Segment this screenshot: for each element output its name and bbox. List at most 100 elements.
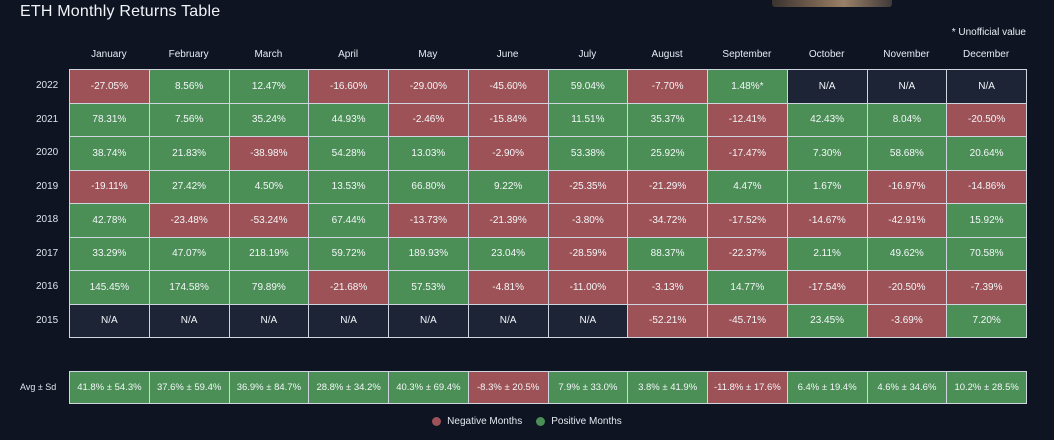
summary-cell: 37.6% ± 59.4%	[149, 372, 230, 404]
return-cell: -27.05%	[70, 70, 150, 104]
return-cell: -7.70%	[628, 70, 708, 104]
return-cell: -14.86%	[947, 170, 1027, 204]
return-cell: -42.91%	[867, 204, 948, 238]
return-cell: N/A	[468, 304, 549, 338]
video-thumbnail	[772, 0, 892, 7]
return-cell: -20.50%	[867, 271, 948, 305]
return-cell: 42.43%	[787, 103, 868, 137]
month-header: June	[496, 49, 519, 60]
return-cell: -3.13%	[628, 271, 708, 305]
return-cell: -23.48%	[149, 204, 230, 238]
return-cell: -20.50%	[947, 103, 1027, 137]
return-cell: 66.80%	[389, 170, 469, 204]
month-header: November	[883, 49, 930, 60]
return-cell: 13.53%	[309, 170, 389, 204]
return-cell: -3.69%	[867, 304, 948, 338]
year-label: 2015	[36, 314, 59, 326]
return-cell: -28.59%	[548, 237, 629, 271]
return-cell: -21.39%	[468, 204, 549, 238]
summary-cell: -8.3% ± 20.5%	[468, 372, 549, 404]
returns-grid: -27.05% 8.56% 12.47% -16.60% -29.00% -45.60% 5…	[69, 69, 1027, 338]
month-header: October	[808, 49, 845, 60]
return-cell: 218.19%	[229, 237, 310, 271]
month-header: August	[651, 49, 683, 60]
summary-cell: 40.3% ± 69.4%	[389, 372, 469, 404]
return-cell: 67.44%	[309, 204, 389, 238]
month-header: March	[254, 49, 283, 60]
legend-item-positive: Positive Months	[536, 416, 622, 427]
return-cell: 23.04%	[468, 237, 549, 271]
summary-cell: 4.6% ± 34.6%	[867, 372, 948, 404]
return-cell: 58.68%	[867, 137, 948, 171]
return-cell: -38.98%	[229, 137, 310, 171]
month-header: February	[168, 49, 209, 60]
year-label: 2021	[36, 113, 59, 125]
return-cell: 7.56%	[149, 103, 230, 137]
return-cell: 44.93%	[309, 103, 389, 137]
return-cell: 25.92%	[628, 137, 708, 171]
summary-cell: 3.8% ± 41.9%	[628, 372, 708, 404]
summary-cell: 10.2% ± 28.5%	[947, 372, 1027, 404]
return-cell: 70.58%	[947, 237, 1027, 271]
return-cell: N/A	[309, 304, 389, 338]
negative-swatch-icon	[432, 417, 442, 426]
return-cell: -17.54%	[787, 271, 868, 305]
return-cell: 9.22%	[468, 170, 549, 204]
return-cell: -15.84%	[468, 103, 549, 137]
return-cell: 42.78%	[70, 204, 150, 238]
return-cell: -21.68%	[309, 271, 389, 305]
return-cell: 145.45%	[70, 271, 150, 305]
return-cell: 53.38%	[548, 137, 629, 171]
month-header: September	[722, 49, 772, 60]
return-cell: 174.58%	[149, 271, 230, 305]
return-cell: 189.93%	[389, 237, 469, 271]
return-cell: 7.20%	[947, 304, 1027, 338]
return-cell: N/A	[947, 70, 1027, 104]
return-cell: N/A	[229, 304, 310, 338]
return-cell: 1.67%	[787, 170, 868, 204]
return-cell: 20.64%	[947, 137, 1027, 171]
return-cell: 54.28%	[309, 137, 389, 171]
return-cell: 38.74%	[70, 137, 150, 171]
summary-cell: 41.8% ± 54.3%	[70, 372, 150, 404]
return-cell: 8.04%	[867, 103, 948, 137]
month-header: April	[338, 49, 359, 60]
legend-item-negative: Negative Months	[432, 416, 522, 427]
return-cell: 57.53%	[389, 271, 469, 305]
return-cell: 4.50%	[229, 170, 310, 204]
return-cell: 12.47%	[229, 70, 310, 104]
summary-row: 41.8% ± 54.3% 37.6% ± 59.4% 36.9% ± 84.7% 2…	[69, 371, 1027, 404]
return-cell: -25.35%	[548, 170, 629, 204]
return-cell: -21.29%	[628, 170, 708, 204]
return-cell: -13.73%	[389, 204, 469, 238]
month-header: January	[91, 49, 127, 60]
return-cell: 33.29%	[70, 237, 150, 271]
legend-label-positive: Positive Months	[551, 416, 622, 427]
return-cell: -2.90%	[468, 137, 549, 171]
summary-cell: 28.8% ± 34.2%	[309, 372, 389, 404]
return-cell: 14.77%	[708, 271, 788, 305]
return-cell: -16.60%	[309, 70, 389, 104]
summary-cell: 7.9% ± 33.0%	[548, 372, 629, 404]
legend: Negative Months Positive Months	[0, 416, 1054, 427]
return-cell: -45.71%	[708, 304, 788, 338]
return-cell: 79.89%	[229, 271, 310, 305]
return-cell: 27.42%	[149, 170, 230, 204]
month-header: May	[418, 49, 438, 60]
summary-cell: 36.9% ± 84.7%	[229, 372, 310, 404]
legend-label-negative: Negative Months	[447, 416, 523, 427]
return-cell: -53.24%	[229, 204, 310, 238]
return-cell: 1.48%*	[708, 70, 788, 104]
return-cell: 23.45%	[787, 304, 868, 338]
year-label: 2018	[36, 214, 59, 225]
month-header-row: January February March April May June July Augu…	[69, 49, 1026, 63]
return-cell: 49.62%	[867, 237, 948, 271]
return-cell: N/A	[787, 70, 868, 104]
return-cell: -16.97%	[867, 170, 948, 204]
summary-cell: 6.4% ± 19.4%	[787, 372, 868, 404]
return-cell: -4.81%	[468, 271, 549, 305]
return-cell: 4.47%	[708, 170, 788, 204]
return-cell: 88.37%	[628, 237, 708, 271]
return-cell: 8.56%	[149, 70, 230, 104]
year-label: 2022	[36, 80, 59, 91]
